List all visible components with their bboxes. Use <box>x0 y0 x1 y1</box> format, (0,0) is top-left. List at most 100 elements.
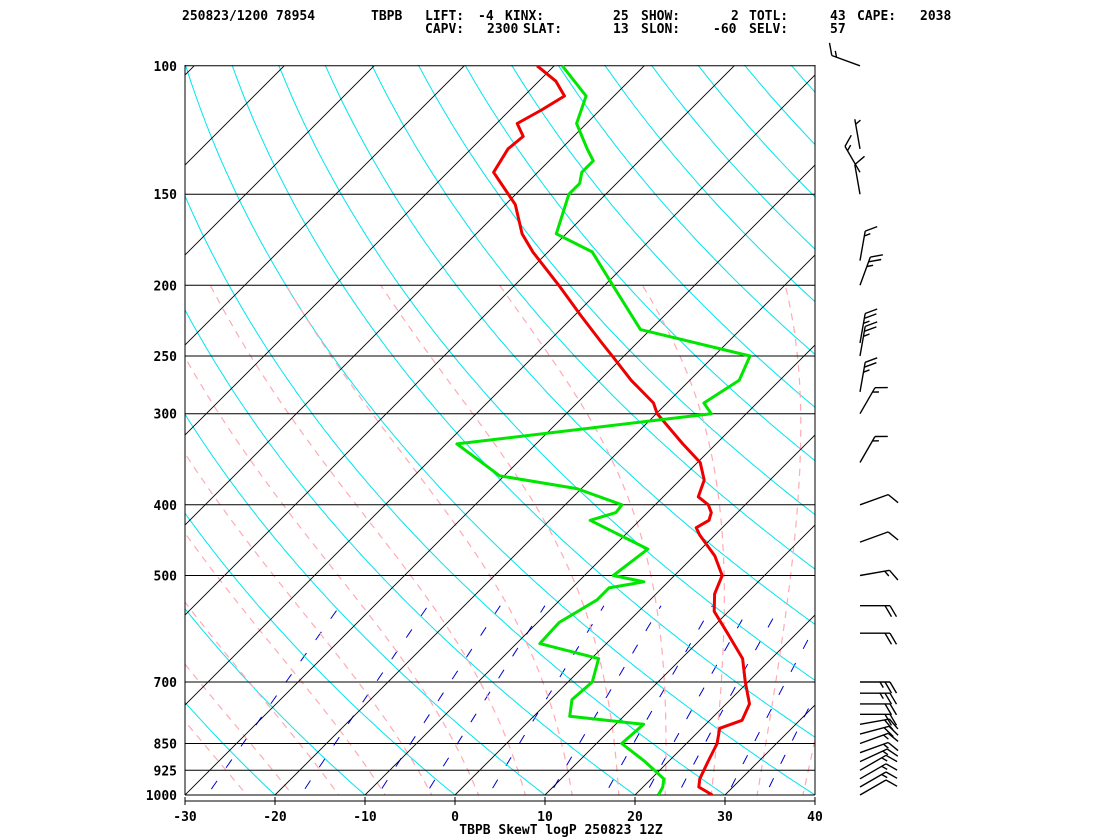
pressure-tick-label: 925 <box>154 764 177 779</box>
wind-barbs <box>828 42 899 796</box>
isotherm-line <box>185 164 815 795</box>
plot-frame <box>184 65 816 805</box>
temperature-tick-labels: -30 -20 -10 0 10 20 30 40 <box>173 810 823 825</box>
isotherm-line <box>185 65 465 346</box>
wind-barb <box>859 321 878 357</box>
isotherm-line <box>185 65 645 526</box>
mixing-ratio-line <box>206 605 341 795</box>
header-cape-value: 2038 <box>920 9 952 24</box>
wind-barb <box>860 713 898 726</box>
moist-adiabat-line <box>185 663 294 795</box>
wind-barb <box>859 754 898 771</box>
dry-adiabat-line <box>185 512 456 795</box>
wind-barb <box>859 725 899 738</box>
isotherm-line <box>364 344 815 795</box>
temperature-tick-label: 30 <box>717 810 733 825</box>
isotherm-line <box>274 254 815 795</box>
wind-barb <box>844 134 861 173</box>
temperature-tick-label: -30 <box>173 810 197 825</box>
wind-barb <box>859 254 884 286</box>
wind-barb <box>860 703 898 716</box>
wind-barb <box>859 386 888 415</box>
pressure-tick-label: 150 <box>154 188 178 203</box>
temperature-tick-label: -20 <box>263 810 287 825</box>
header-selv-value: 57 <box>830 22 846 37</box>
header-kinx-value: 25 <box>613 9 629 24</box>
temperature-tick-label: -10 <box>353 810 377 825</box>
wind-barb <box>859 771 898 788</box>
header-slon-value: -60 <box>713 22 737 37</box>
pressure-tick-label: 850 <box>154 738 178 753</box>
header-date-station: 250823/1200 78954 <box>182 9 316 24</box>
mixing-ratio-line <box>377 605 501 795</box>
moist-adiabat-line <box>209 285 527 795</box>
temperature-tick-label: 40 <box>807 810 823 825</box>
isotherm-line <box>544 524 815 795</box>
pressure-tick-label: 100 <box>154 60 178 75</box>
wind-barb <box>859 718 899 731</box>
isotherm-line <box>185 65 735 616</box>
dry-adiabat-line <box>824 50 1120 811</box>
mixing-ratio-lines <box>206 605 815 795</box>
dry-adiabats <box>185 50 1120 811</box>
dry-adiabat-line <box>185 607 366 795</box>
moist-adiabat-line <box>185 720 248 795</box>
moist-adiabat-line <box>185 356 480 795</box>
wind-barb <box>859 763 898 780</box>
header-kinx-label: KINX: <box>505 9 545 24</box>
dry-adiabat-line <box>790 65 815 93</box>
dry-adiabat-line <box>185 65 815 795</box>
wind-barb <box>859 357 878 393</box>
dry-adiabat-line <box>510 65 815 408</box>
moist-adiabat-line <box>185 452 433 795</box>
dry-adiabat-line <box>278 65 815 681</box>
header-show-label: SHOW: <box>641 9 681 24</box>
chart-title: TBPB SkewT logP 250823 12Z <box>459 823 663 838</box>
wind-barb <box>860 605 898 618</box>
moist-adiabat-line <box>185 532 386 795</box>
mixing-ratio-line <box>424 605 546 795</box>
isotherm-line <box>185 65 555 436</box>
dry-adiabat-line <box>371 65 815 570</box>
pressure-tick-label: 250 <box>154 350 178 365</box>
mixing-ratio-line <box>726 625 815 795</box>
wind-barb <box>859 435 888 463</box>
wind-barb <box>860 692 898 705</box>
wind-barb <box>859 741 899 754</box>
sounding-header: 250823/1200 78954 TBPB LIFT: -4 KINX: 25… <box>0 0 1120 40</box>
header-totl-label: TOTL: <box>749 9 789 24</box>
wind-barb <box>854 155 865 195</box>
header-totl-value: 43 <box>830 9 846 24</box>
moist-adiabats <box>185 284 815 795</box>
isotherms <box>0 65 815 795</box>
dry-adiabat-line <box>231 65 815 738</box>
wind-barb <box>859 531 899 543</box>
dry-adiabat-line <box>557 65 815 355</box>
wind-barb <box>859 493 899 506</box>
temperature-tick-label: 10 <box>537 810 553 825</box>
pressure-tick-label: 700 <box>154 676 178 691</box>
header-capv-value: 2300 <box>487 22 519 37</box>
pressure-tick-labels: 100 150 200 250 300 400 500 700 850 925 1000 <box>146 60 177 804</box>
header-cape-label: CAPE: <box>857 9 897 24</box>
dry-adiabat-line <box>870 50 1120 811</box>
wind-barb <box>859 225 878 261</box>
temperature-trace <box>492 65 751 795</box>
dry-adiabat-line <box>417 65 815 516</box>
pressure-tick-label: 200 <box>154 279 178 294</box>
dry-adiabat-line <box>743 65 815 146</box>
moist-adiabat-line <box>285 284 573 795</box>
dry-adiabat-line <box>916 50 1120 811</box>
dry-adiabat-line <box>185 194 726 795</box>
isotherm-line <box>634 614 815 795</box>
dry-adiabat-line <box>324 65 815 625</box>
pressure-tick-label: 300 <box>154 408 178 423</box>
wind-barb <box>860 632 898 645</box>
dry-adiabat-line <box>185 308 636 795</box>
dry-adiabat-line <box>650 65 815 250</box>
mixing-ratio-line <box>644 605 751 795</box>
header-slat-label: SLAT: <box>523 22 563 37</box>
isotherm-line <box>0 66 104 795</box>
dry-adiabat-line <box>185 701 276 795</box>
